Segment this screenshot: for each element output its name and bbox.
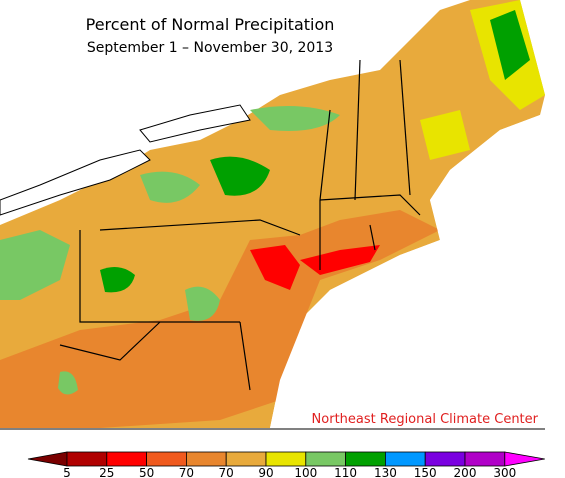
legend-swatch (225, 451, 267, 467)
legend-swatch (384, 451, 426, 467)
legend-label: 130 (374, 466, 397, 478)
legend-swatch (504, 451, 545, 467)
legend-label: 70 (179, 466, 194, 478)
map-title: Percent of Normal Precipitation (86, 15, 335, 34)
legend-swatch (66, 451, 108, 467)
legend-swatch (27, 451, 68, 467)
legend-label: 150 (414, 466, 437, 478)
legend-swatch (185, 451, 227, 467)
legend-label: 300 (493, 466, 516, 478)
legend-label: 70 (219, 466, 234, 478)
legend-label: 110 (334, 466, 357, 478)
map-area (0, 0, 545, 430)
legend-label: 200 (454, 466, 477, 478)
legend: 5 25 50 70 70 90 100 110 130 150 200 300 (27, 451, 545, 478)
legend-swatch (146, 451, 187, 467)
legend-label: 50 (139, 466, 154, 478)
legend-label: 90 (258, 466, 273, 478)
legend-swatch (464, 451, 506, 467)
legend-swatch (265, 451, 307, 467)
legend-swatch (345, 451, 386, 467)
legend-label: 100 (294, 466, 317, 478)
legend-swatch (305, 451, 346, 467)
map-subtitle: September 1 – November 30, 2013 (87, 40, 333, 56)
legend-swatch (424, 451, 466, 467)
legend-label: 25 (99, 466, 114, 478)
map-credit: Northeast Regional Climate Center (312, 412, 539, 427)
legend-swatch (106, 451, 148, 467)
legend-label: 5 (63, 466, 71, 478)
